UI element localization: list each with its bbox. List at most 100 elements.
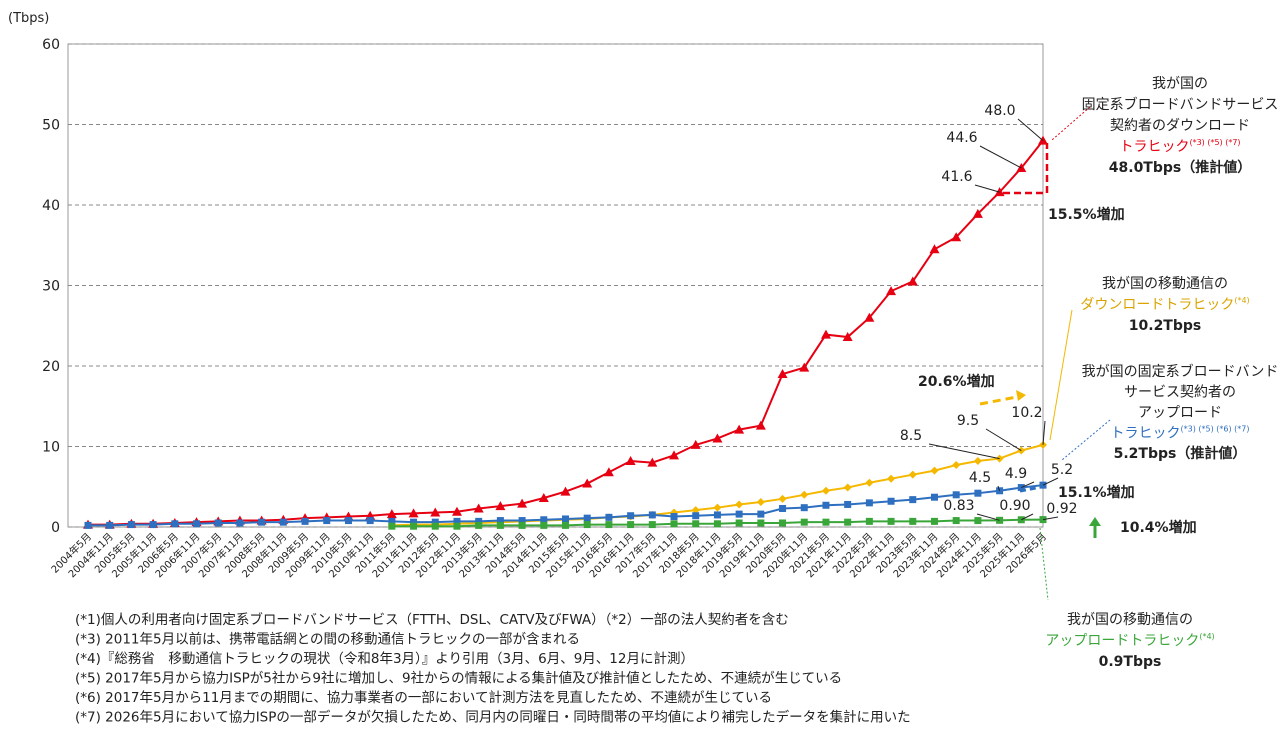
data-point (779, 519, 787, 527)
data-point (517, 498, 528, 508)
data-point (648, 511, 656, 519)
data-label: 0.83 (943, 498, 974, 514)
data-point (735, 500, 744, 509)
callout-note: (*4) (1234, 296, 1249, 305)
data-point (929, 244, 940, 254)
data-point (453, 522, 461, 530)
data-point (84, 521, 92, 529)
data-point (886, 286, 897, 296)
data-point (691, 506, 700, 515)
data-point (757, 519, 765, 527)
data-point (301, 517, 309, 525)
data-label: 48.0 (984, 103, 1015, 119)
leader-line (1042, 420, 1046, 445)
footnote: (*6) 2017年5月から11月までの期間に、協力事業者の一部において計測方法… (75, 690, 772, 706)
footnote: (*3) 2011年5月以前は、携帯電話網との間の移動通信トラヒックの一部が含ま… (75, 631, 580, 648)
data-point (974, 489, 982, 497)
data-point (865, 499, 873, 507)
data-point (887, 474, 896, 483)
data-point (908, 470, 917, 479)
data-point (1017, 484, 1025, 492)
data-point (410, 522, 418, 530)
data-point (909, 517, 917, 525)
leader-line (1021, 481, 1035, 489)
y-tick-label: 50 (42, 118, 60, 134)
data-point (844, 500, 852, 508)
callout-line: 我が国の移動通信の (1067, 612, 1193, 628)
growth-label: 15.1%増加 (1058, 484, 1135, 501)
leader-line (997, 485, 1001, 491)
data-point (647, 457, 658, 467)
data-point (713, 520, 721, 528)
data-point (952, 491, 960, 499)
data-point (518, 517, 526, 525)
leader-line (1042, 516, 1059, 521)
data-point (279, 518, 287, 526)
callout-line: 10.2Tbps (1129, 318, 1201, 334)
leader-line (1042, 477, 1059, 486)
data-point (735, 510, 743, 518)
callout-text: トラヒック (1119, 139, 1189, 155)
data-point (778, 494, 787, 503)
data-point (582, 478, 593, 488)
data-point (952, 517, 960, 525)
data-point (475, 517, 483, 525)
leader-line (1017, 118, 1044, 141)
data-point (930, 517, 938, 525)
growth-label: 15.5%増加 (1048, 206, 1125, 223)
data-point (887, 517, 895, 525)
data-point (562, 515, 569, 523)
data-point (473, 503, 484, 513)
data-point (951, 232, 962, 242)
data-point (627, 512, 635, 520)
data-point (865, 517, 873, 525)
y-tick-label: 10 (42, 440, 60, 456)
data-point (431, 522, 439, 530)
data-point (214, 519, 222, 527)
data-point (930, 466, 939, 475)
leader-line (928, 443, 1000, 460)
callout-line: 我が国の固定系ブロードバンド (1082, 363, 1279, 380)
data-point (756, 498, 765, 507)
callout-line: トラヒック(*3) (*5) (*6) (*7) (1111, 425, 1250, 442)
data-point (907, 276, 918, 286)
data-point (495, 501, 506, 511)
data-point (800, 504, 808, 512)
data-point (822, 501, 830, 509)
data-point (451, 506, 462, 516)
data-point (952, 461, 961, 470)
data-point (757, 510, 765, 518)
callout-arrow (1039, 527, 1049, 601)
data-point (844, 518, 852, 526)
data-point (258, 518, 266, 526)
data-label: 0.92 (1046, 501, 1077, 517)
data-point (670, 513, 678, 521)
data-label: 8.5 (900, 428, 922, 444)
data-point (605, 513, 613, 521)
callout-line: 48.0Tbps（推計値） (1109, 159, 1251, 176)
data-point (864, 312, 875, 322)
data-point (388, 522, 396, 530)
y-tick-label: 40 (42, 198, 60, 214)
callout-line: 契約者のダウンロード (1110, 118, 1250, 134)
data-point (669, 450, 680, 460)
callout-line: サービス契約者の (1124, 385, 1236, 401)
data-point (843, 483, 852, 492)
data-point (453, 517, 461, 525)
data-point (820, 329, 831, 339)
callout-line: 0.9Tbps (1099, 654, 1162, 670)
data-label: 44.6 (946, 130, 977, 146)
data-point (475, 521, 483, 529)
leader-line (974, 184, 1000, 193)
callout-line: ダウンロードトラヒック(*4) (1080, 296, 1249, 313)
data-point (692, 512, 700, 520)
data-point (518, 521, 526, 529)
data-point (430, 507, 441, 517)
data-point (496, 521, 504, 529)
y-tick-label: 0 (51, 520, 60, 536)
data-point (670, 520, 678, 528)
callout-line: アップロード (1138, 405, 1222, 421)
data-point (496, 517, 504, 525)
